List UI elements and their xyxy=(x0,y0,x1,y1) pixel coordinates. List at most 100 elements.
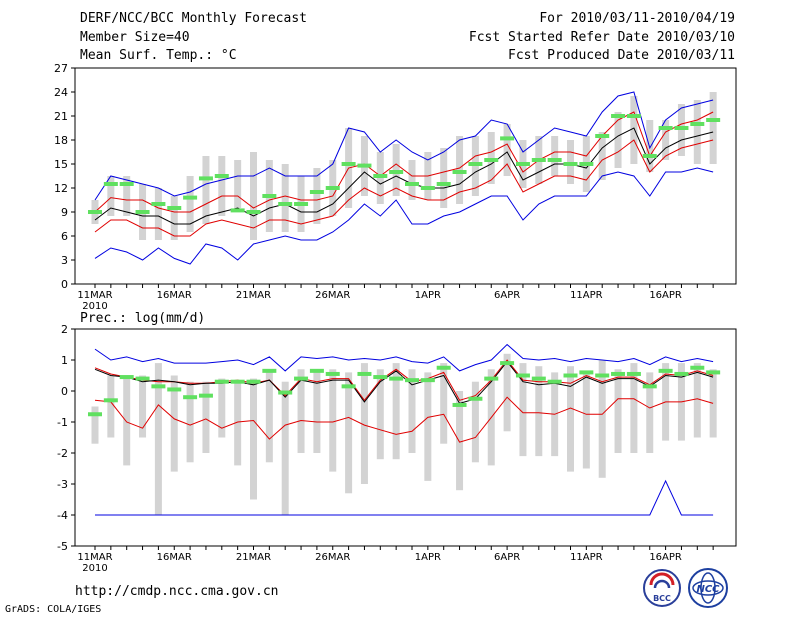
observed-marker xyxy=(626,371,641,376)
spread-box xyxy=(503,353,511,432)
observed-marker xyxy=(389,376,404,381)
spread-box xyxy=(646,372,654,453)
observed-marker xyxy=(278,202,293,206)
source-url[interactable]: http://cmdp.ncc.cma.gov.cn xyxy=(75,584,279,599)
grads-credit: GrADS: COLA/IGES xyxy=(5,604,102,615)
observed-marker xyxy=(198,393,213,398)
observed-marker xyxy=(642,384,657,389)
spread-box xyxy=(662,120,670,160)
observed-marker xyxy=(151,384,166,389)
observed-marker xyxy=(611,371,626,376)
spread-box xyxy=(614,112,622,168)
observed-marker xyxy=(262,194,277,198)
observed-marker xyxy=(436,182,451,186)
y-tick-label: 0 xyxy=(61,278,68,291)
y-tick-label: 6 xyxy=(61,230,68,243)
y-tick-label: 27 xyxy=(54,62,68,75)
observed-marker xyxy=(278,390,293,395)
spread-box xyxy=(360,363,368,484)
observed-marker xyxy=(325,371,340,376)
observed-marker xyxy=(341,384,356,389)
observed-marker xyxy=(706,118,721,122)
spread-box xyxy=(471,381,479,463)
observed-marker xyxy=(420,378,435,383)
spread-box xyxy=(154,188,162,240)
spread-box xyxy=(582,372,590,469)
observed-marker xyxy=(389,170,404,174)
x-tick-label: 11MAR xyxy=(77,552,112,563)
y-tick-label: 2 xyxy=(61,323,68,336)
observed-marker xyxy=(230,379,245,384)
spread-box xyxy=(170,375,178,472)
observed-marker xyxy=(405,182,419,186)
spread-box xyxy=(535,366,543,457)
plot-frame xyxy=(74,328,737,547)
spread-box xyxy=(281,164,289,232)
observed-marker xyxy=(214,379,229,384)
y-tick-label: -4 xyxy=(57,509,68,522)
spread-box xyxy=(456,391,464,491)
spread-box xyxy=(107,375,115,438)
observed-marker xyxy=(262,368,277,373)
spread-box xyxy=(186,381,194,463)
spread-box xyxy=(202,381,210,453)
spread-box xyxy=(313,372,321,453)
observed-marker xyxy=(658,126,673,130)
precip-panel-label: Prec.: log(mm/d) xyxy=(80,311,206,326)
observed-marker xyxy=(579,370,594,375)
spread-box xyxy=(234,381,242,466)
observed-marker xyxy=(103,398,118,403)
spread-box xyxy=(250,152,257,240)
inner-spread-low-line xyxy=(94,139,714,237)
observed-marker xyxy=(246,379,261,384)
observed-marker xyxy=(420,186,435,190)
observed-marker xyxy=(531,158,546,162)
spread-box xyxy=(139,375,147,438)
inner-spread-low-line xyxy=(94,396,714,443)
chart-title: DERF/NCC/BCC Monthly Forecast xyxy=(80,11,307,26)
inner-spread-high-line xyxy=(94,111,714,213)
precipitation-panel: -5 -4 -3 -2 -1 0 1 2 11MAR 16MAR 21MAR 26MAR 1APR 6AP… xyxy=(57,323,737,574)
observed-marker xyxy=(500,136,515,141)
y-tick-label: 1 xyxy=(61,354,68,367)
forecast-period: For 2010/03/11-2010/04/19 xyxy=(539,11,735,26)
inner-spread-high-line xyxy=(94,359,714,402)
observed-marker xyxy=(167,206,182,210)
observed-marker xyxy=(515,373,530,378)
spread-box xyxy=(265,369,273,463)
x-year-label: 2010 xyxy=(82,301,107,312)
observed-marker xyxy=(579,162,594,166)
observed-marker xyxy=(135,376,150,381)
spread-box xyxy=(345,372,353,494)
y-tick-label: 3 xyxy=(61,254,68,267)
spread-box xyxy=(218,378,226,438)
outer-spread-low-line xyxy=(95,479,714,516)
observed-marker xyxy=(563,162,578,166)
observed-marker xyxy=(500,361,515,366)
x-tick-label: 26MAR xyxy=(315,290,350,301)
x-tick-label: 1APR xyxy=(415,290,441,301)
spread-box xyxy=(186,176,194,232)
x-tick-label: 1APR xyxy=(415,552,441,563)
x-tick-label: 6APR xyxy=(494,552,520,563)
observed-marker xyxy=(690,365,705,370)
observed-marker xyxy=(373,375,388,380)
observed-marker xyxy=(595,134,610,138)
variable-label: Mean Surf. Temp.: °C xyxy=(80,48,237,63)
spread-box xyxy=(709,369,717,438)
observed-marker xyxy=(452,170,467,174)
observed-marker xyxy=(547,379,562,384)
temperature-panel: 0 3 6 9 12 15 18 21 24 27 11MAR 16MAR 21MAR 26MAR 1APR… xyxy=(54,62,737,312)
x-tick-label: 16APR xyxy=(649,290,682,301)
observed-marker xyxy=(468,396,483,401)
observed-marker xyxy=(341,162,356,166)
spread-box xyxy=(630,363,638,453)
x-tick-label: 16APR xyxy=(649,552,682,563)
x-tick-label: 11APR xyxy=(570,290,603,301)
spread-box xyxy=(519,363,527,457)
observed-marker xyxy=(452,402,467,407)
y-tick-label: 24 xyxy=(54,86,68,99)
fcst-produced-date: Fcst Produced Date 2010/03/11 xyxy=(508,48,735,63)
x-tick-label: 16MAR xyxy=(157,290,192,301)
